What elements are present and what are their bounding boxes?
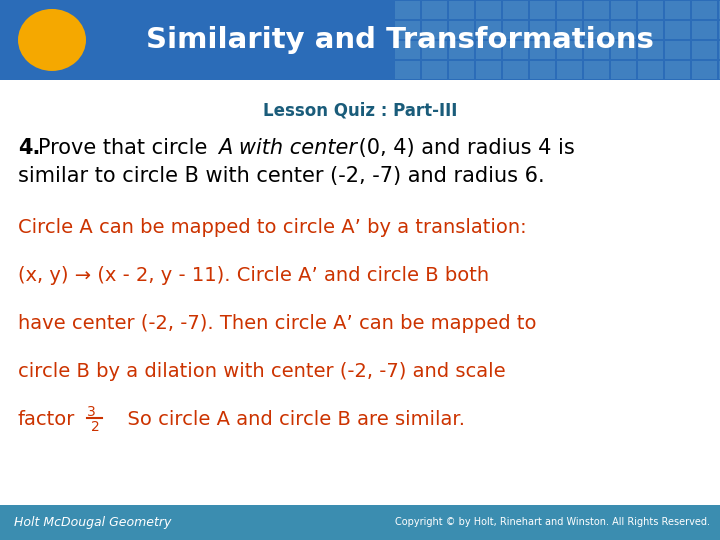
Bar xyxy=(503,1,528,19)
Text: 3: 3 xyxy=(87,405,96,419)
Bar xyxy=(557,1,582,19)
Bar xyxy=(665,1,690,19)
Bar xyxy=(530,21,555,39)
Bar xyxy=(395,61,420,79)
Bar xyxy=(584,21,609,39)
Bar xyxy=(422,41,447,59)
Bar xyxy=(665,61,690,79)
Bar xyxy=(719,1,720,19)
Bar xyxy=(449,61,474,79)
Bar xyxy=(638,61,663,79)
Bar xyxy=(530,61,555,79)
Text: 2: 2 xyxy=(91,420,100,434)
Text: (x, y) → (x - 2, y - 11). Circle A’ and circle B both: (x, y) → (x - 2, y - 11). Circle A’ and … xyxy=(18,266,489,285)
Text: similar to circle B with center (-2, -7) and radius 6.: similar to circle B with center (-2, -7)… xyxy=(18,166,544,186)
Bar xyxy=(638,41,663,59)
Bar xyxy=(0,0,720,80)
Text: (0, 4) and radius 4 is: (0, 4) and radius 4 is xyxy=(352,138,575,158)
Text: have center (-2, -7). Then circle A’ can be mapped to: have center (-2, -7). Then circle A’ can… xyxy=(18,314,536,333)
Bar xyxy=(611,41,636,59)
Bar xyxy=(611,61,636,79)
Bar xyxy=(530,41,555,59)
Text: Prove that circle: Prove that circle xyxy=(38,138,214,158)
Bar xyxy=(476,61,501,79)
Bar xyxy=(476,41,501,59)
Bar xyxy=(719,21,720,39)
Bar xyxy=(449,1,474,19)
Bar xyxy=(584,1,609,19)
Bar xyxy=(395,41,420,59)
Bar xyxy=(584,61,609,79)
Text: circle B by a dilation with center (-2, -7) and scale: circle B by a dilation with center (-2, … xyxy=(18,362,505,381)
Bar xyxy=(557,61,582,79)
Bar xyxy=(449,21,474,39)
Bar xyxy=(530,1,555,19)
Bar xyxy=(719,61,720,79)
Bar xyxy=(611,21,636,39)
Bar xyxy=(719,41,720,59)
Text: A with center: A with center xyxy=(218,138,357,158)
Text: factor: factor xyxy=(18,410,76,429)
Text: Holt McDougal Geometry: Holt McDougal Geometry xyxy=(14,516,171,529)
Bar xyxy=(422,21,447,39)
Text: 4.: 4. xyxy=(18,138,40,158)
Text: Copyright © by Holt, Rinehart and Winston. All Rights Reserved.: Copyright © by Holt, Rinehart and Winsto… xyxy=(395,517,710,528)
Bar xyxy=(395,1,420,19)
Ellipse shape xyxy=(18,9,86,71)
Bar xyxy=(503,61,528,79)
Bar xyxy=(692,41,717,59)
Bar xyxy=(476,1,501,19)
Bar xyxy=(449,41,474,59)
Bar xyxy=(557,41,582,59)
Bar xyxy=(638,21,663,39)
Bar xyxy=(611,1,636,19)
Bar xyxy=(476,21,501,39)
Bar xyxy=(692,1,717,19)
Bar xyxy=(692,61,717,79)
Bar xyxy=(557,21,582,39)
Text: Circle A can be mapped to circle A’ by a translation:: Circle A can be mapped to circle A’ by a… xyxy=(18,218,526,237)
Text: So circle A and circle B are similar.: So circle A and circle B are similar. xyxy=(115,410,465,429)
Bar xyxy=(638,1,663,19)
Bar xyxy=(584,41,609,59)
Bar xyxy=(665,41,690,59)
Bar xyxy=(0,505,720,540)
Bar xyxy=(665,21,690,39)
Text: Similarity and Transformations: Similarity and Transformations xyxy=(146,26,654,54)
Bar xyxy=(503,21,528,39)
Text: Lesson Quiz : Part-III: Lesson Quiz : Part-III xyxy=(263,102,457,120)
Bar xyxy=(422,61,447,79)
Bar xyxy=(692,21,717,39)
Bar xyxy=(503,41,528,59)
Bar xyxy=(395,21,420,39)
Bar xyxy=(422,1,447,19)
